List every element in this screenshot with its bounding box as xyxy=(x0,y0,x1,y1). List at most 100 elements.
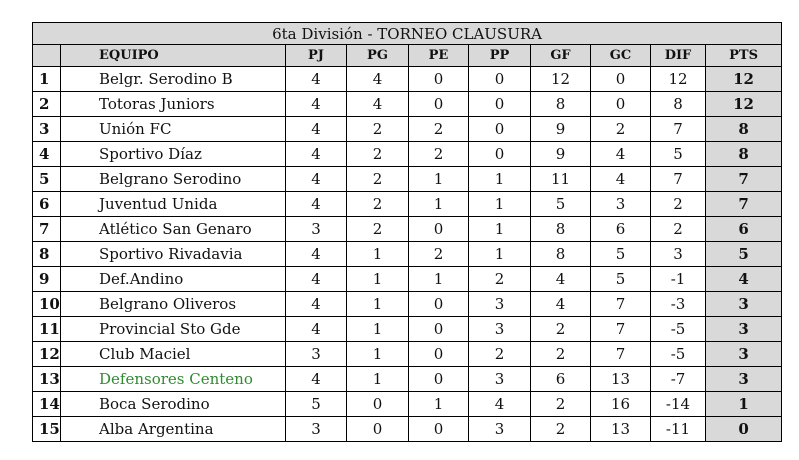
cell-num: 2 xyxy=(530,391,591,417)
cell-num: 4 xyxy=(285,116,347,142)
header-cell: PJ xyxy=(285,44,347,67)
cell-num: 1 xyxy=(346,241,409,267)
cell-num: 2 xyxy=(650,216,706,242)
cell-num: 7 xyxy=(650,166,706,192)
cell-pts: 3 xyxy=(704,341,783,367)
cell-num: -5 xyxy=(650,316,706,342)
cell-num: 4 xyxy=(590,166,651,192)
cell-num: 0 xyxy=(590,66,651,92)
cell-num: -3 xyxy=(650,291,706,317)
cell-num: 1 xyxy=(408,391,469,417)
header-cell: PG xyxy=(346,44,409,67)
cell-num: 7 xyxy=(590,291,651,317)
cell-rank: 7 xyxy=(32,216,61,242)
cell-team: Sportivo Rivadavia xyxy=(60,241,286,267)
cell-pts: 0 xyxy=(704,416,783,442)
cell-pts: 7 xyxy=(704,166,783,192)
cell-num: 8 xyxy=(530,241,591,267)
cell-num: 0 xyxy=(408,366,469,392)
cell-num: 0 xyxy=(408,341,469,367)
cell-team: Belgr. Serodino B xyxy=(60,66,286,92)
cell-num: 2 xyxy=(530,316,591,342)
cell-num: 5 xyxy=(650,141,706,167)
cell-team: Def.Andino xyxy=(60,266,286,292)
header-cell: PE xyxy=(408,44,469,67)
cell-num: -14 xyxy=(650,391,706,417)
cell-rank: 10 xyxy=(32,291,61,317)
cell-team: Club Maciel xyxy=(60,341,286,367)
table-row: 15 Alba Argentina 3 0 0 3 2 13 -11 0 xyxy=(32,416,783,442)
header-cell: GC xyxy=(590,44,651,67)
cell-num: 2 xyxy=(408,141,469,167)
cell-num: 2 xyxy=(408,241,469,267)
cell-num: 7 xyxy=(590,316,651,342)
cell-num: 7 xyxy=(590,341,651,367)
cell-pts: 6 xyxy=(704,216,783,242)
cell-num: 1 xyxy=(468,166,531,192)
cell-num: -1 xyxy=(650,266,706,292)
header-cell: EQUIPO xyxy=(60,44,286,67)
cell-num: 1 xyxy=(408,191,469,217)
cell-num: 1 xyxy=(408,266,469,292)
cell-team: Juventud Unida xyxy=(60,191,286,217)
cell-num: 1 xyxy=(346,316,409,342)
cell-pts: 3 xyxy=(704,291,783,317)
cell-team: Alba Argentina xyxy=(60,416,286,442)
cell-pts: 5 xyxy=(704,241,783,267)
header-cell xyxy=(32,44,61,67)
cell-num: 7 xyxy=(650,116,706,142)
cell-num: 1 xyxy=(468,216,531,242)
cell-num: 2 xyxy=(346,216,409,242)
table-row: 2 Totoras Juniors 4 4 0 0 8 0 8 12 xyxy=(32,91,783,117)
cell-pts: 4 xyxy=(704,266,783,292)
cell-num: 0 xyxy=(408,316,469,342)
cell-num: 4 xyxy=(285,366,347,392)
cell-num: 1 xyxy=(468,191,531,217)
cell-num: 4 xyxy=(285,291,347,317)
cell-rank: 6 xyxy=(32,191,61,217)
cell-num: 6 xyxy=(590,216,651,242)
cell-num: 3 xyxy=(285,416,347,442)
cell-num: 3 xyxy=(285,341,347,367)
cell-rank: 2 xyxy=(32,91,61,117)
cell-team: Totoras Juniors xyxy=(60,91,286,117)
cell-num: -7 xyxy=(650,366,706,392)
cell-num: 3 xyxy=(590,191,651,217)
cell-rank: 13 xyxy=(32,366,61,392)
cell-num: 3 xyxy=(285,216,347,242)
cell-num: -5 xyxy=(650,341,706,367)
header-cell: PP xyxy=(468,44,531,67)
cell-num: 12 xyxy=(650,66,706,92)
table-row: 3 Unión FC 4 2 2 0 9 2 7 8 xyxy=(32,116,783,142)
cell-pts: 3 xyxy=(704,316,783,342)
cell-num: 2 xyxy=(346,166,409,192)
cell-rank: 11 xyxy=(32,316,61,342)
table-row: 11 Provincial Sto Gde 4 1 0 3 2 7 -5 3 xyxy=(32,316,783,342)
cell-num: 1 xyxy=(346,291,409,317)
table-row: 10 Belgrano Oliveros 4 1 0 3 4 7 -3 3 xyxy=(32,291,783,317)
cell-rank: 5 xyxy=(32,166,61,192)
cell-num: 4 xyxy=(346,91,409,117)
cell-num: 4 xyxy=(285,91,347,117)
cell-num: 4 xyxy=(530,266,591,292)
cell-num: 4 xyxy=(468,391,531,417)
cell-num: 2 xyxy=(468,266,531,292)
cell-num: 13 xyxy=(590,416,651,442)
cell-num: 0 xyxy=(408,291,469,317)
cell-rank: 1 xyxy=(32,66,61,92)
cell-num: 13 xyxy=(590,366,651,392)
cell-num: 3 xyxy=(650,241,706,267)
cell-pts: 12 xyxy=(704,91,783,117)
cell-pts: 7 xyxy=(704,191,783,217)
cell-rank: 3 xyxy=(32,116,61,142)
cell-num: 0 xyxy=(468,116,531,142)
cell-num: 0 xyxy=(346,391,409,417)
table-row: 14 Boca Serodino 5 0 1 4 2 16 -14 1 xyxy=(32,391,783,417)
cell-num: 9 xyxy=(530,116,591,142)
cell-num: 4 xyxy=(285,66,347,92)
cell-num: 2 xyxy=(468,341,531,367)
cell-num: 2 xyxy=(346,141,409,167)
cell-rank: 8 xyxy=(32,241,61,267)
cell-num: 4 xyxy=(530,291,591,317)
cell-num: 5 xyxy=(590,266,651,292)
